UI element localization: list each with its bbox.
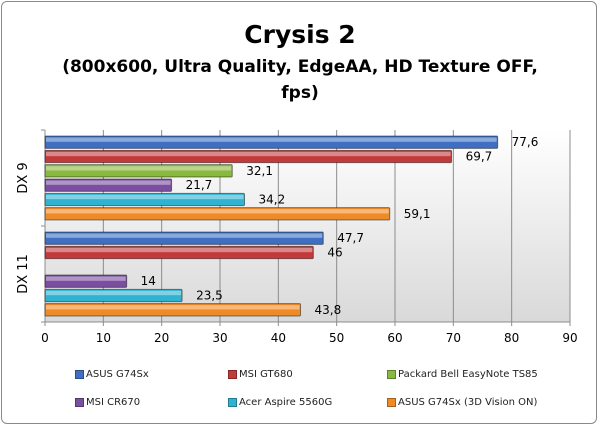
data-label: 23,5 [196,289,223,303]
legend-swatch [75,398,84,407]
bar-highlight [46,209,389,214]
x-tick-label: 70 [446,331,461,345]
legend-label: MSI GT680 [239,369,293,380]
legend-item: MSI GT680 [228,369,293,380]
data-label: 34,2 [259,193,286,207]
bar [44,135,499,149]
bar-highlight [46,194,244,200]
x-tick-label: 20 [154,331,169,345]
data-label: 32,1 [246,164,273,178]
x-tick-label: 60 [387,331,402,345]
bar [44,178,173,192]
x-tick-label: 90 [562,331,577,345]
legend-item: Packard Bell EasyNote TS85 [387,369,538,380]
bar-highlight [46,290,182,296]
legend-item: MSI CR670 [75,397,140,408]
bar [44,231,324,245]
data-label: 21,7 [186,178,213,192]
legend-swatch [387,370,396,379]
legend-label: MSI CR670 [86,397,141,408]
x-tick-label: 50 [329,331,344,345]
subtitle-line-1: (800x600, Ultra Quality, EdgeAA, HD Text… [62,57,538,77]
bar [44,164,233,178]
bar-highlight [46,233,323,238]
bar-highlight [46,276,126,281]
category-label: DX 11 [16,254,31,294]
bar-highlight [46,166,232,171]
legend-label: ASUS G74Sx [86,369,149,380]
bar [44,303,301,317]
x-tick-label: 10 [96,331,111,345]
data-label: 59,1 [404,207,431,221]
bar [44,192,245,207]
legend-item: ASUS G74Sx (3D Vision ON) [387,397,537,408]
chart-subtitle: (800x600, Ultra Quality, EdgeAA, HD Text… [0,54,600,106]
data-label: 77,6 [512,135,539,149]
chart-title: Crysis 2 [244,20,356,49]
x-tick-label: 80 [504,331,519,345]
bar-highlight [46,247,313,253]
x-tick-label: 30 [212,331,227,345]
data-label: 43,8 [315,303,342,317]
legend-item: Acer Aspire 5560G [228,397,332,408]
bar-highlight [46,305,300,310]
data-label: 69,7 [466,150,493,164]
data-label: 46 [327,246,342,260]
legend-swatch [75,370,84,379]
bar [44,274,128,288]
bar [44,207,391,221]
legend-swatch [228,370,237,379]
bar-highlight [46,180,171,185]
bar-highlight [46,137,497,142]
data-label: 47,7 [337,231,364,245]
legend-swatch [228,398,237,407]
category-label: DX 9 [16,162,31,193]
bar [44,149,453,164]
bar [44,288,183,303]
data-label: 14 [141,274,156,288]
legend-label: Packard Bell EasyNote TS85 [398,369,538,380]
legend-label: Acer Aspire 5560G [239,397,333,408]
x-tick-label: 40 [271,331,286,345]
legend-item: ASUS G74Sx [75,369,149,380]
legend-label: ASUS G74Sx (3D Vision ON) [398,397,538,408]
x-tick-label: 0 [41,331,49,345]
legend-swatch [387,398,396,407]
subtitle-line-2: fps) [281,83,319,103]
bar-highlight [46,151,451,157]
bar [44,245,314,260]
